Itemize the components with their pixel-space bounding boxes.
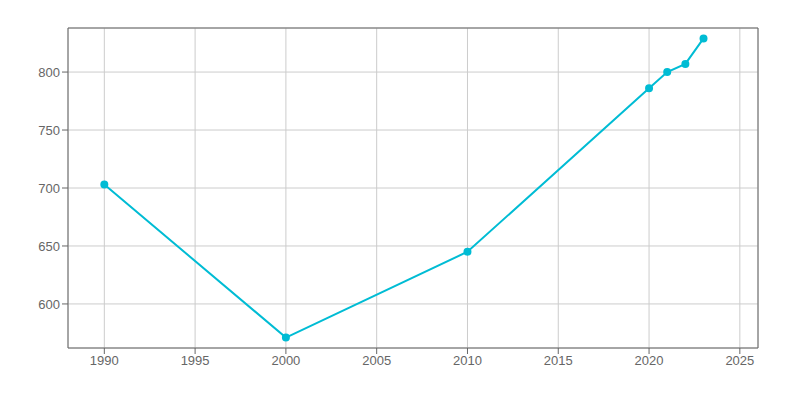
svg-text:1990: 1990 bbox=[90, 353, 119, 368]
svg-text:2005: 2005 bbox=[362, 353, 391, 368]
svg-text:650: 650 bbox=[38, 239, 60, 254]
svg-text:750: 750 bbox=[38, 123, 60, 138]
svg-text:1995: 1995 bbox=[181, 353, 210, 368]
svg-text:2025: 2025 bbox=[725, 353, 754, 368]
svg-text:800: 800 bbox=[38, 65, 60, 80]
svg-text:700: 700 bbox=[38, 181, 60, 196]
svg-text:2015: 2015 bbox=[544, 353, 573, 368]
svg-text:2010: 2010 bbox=[453, 353, 482, 368]
svg-text:2000: 2000 bbox=[271, 353, 300, 368]
svg-text:2020: 2020 bbox=[635, 353, 664, 368]
svg-text:600: 600 bbox=[38, 297, 60, 312]
